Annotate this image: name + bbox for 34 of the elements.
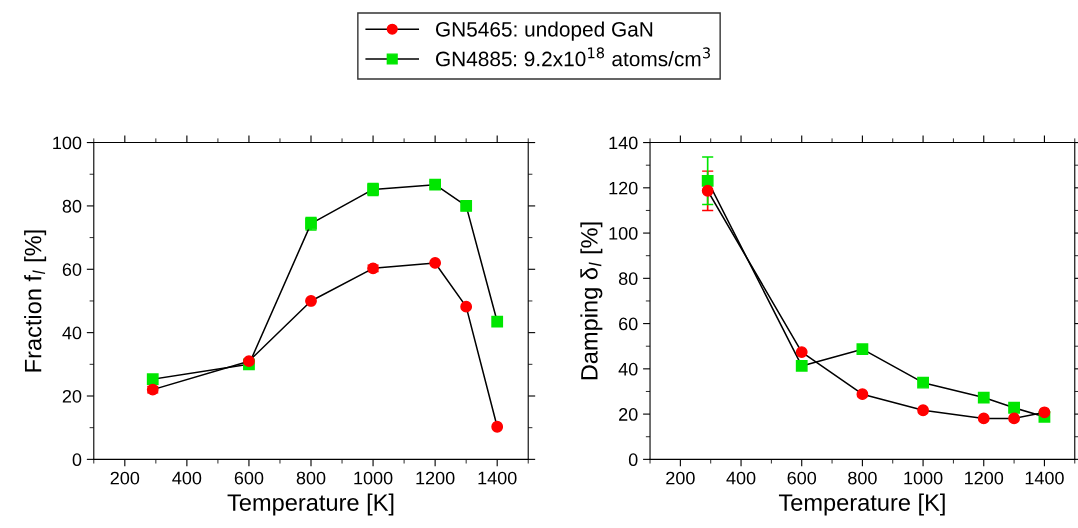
y-tick-label: 140 — [609, 136, 638, 150]
x-tick-label: 400 — [726, 471, 756, 485]
x-tick-label: 1200 — [965, 471, 1004, 485]
x-tick-label: 1000 — [354, 471, 393, 485]
x-tick-label: 1400 — [1025, 471, 1064, 485]
y-tick-label: 120 — [609, 181, 638, 195]
y-tick-label: 80 — [62, 199, 82, 213]
x-tick-label: 1200 — [416, 471, 455, 485]
y-tick-label: 60 — [619, 317, 638, 331]
x-tick-label: 200 — [110, 471, 140, 485]
y-tick-label: 80 — [618, 272, 638, 286]
legend-label: GN5465: undoped GaN — [435, 21, 653, 41]
legend-label: GN4885: 9.2x10$^{18}$ atoms/cm$^{3}$ — [435, 47, 711, 67]
x-tick-label: 400 — [172, 471, 202, 485]
x-tick-label: 1400 — [478, 471, 517, 485]
y-tick-label: 0 — [72, 453, 82, 467]
x-tick-label: 200 — [666, 471, 695, 485]
y-tick-label: 40 — [618, 362, 638, 376]
y-tick-label: 60 — [62, 263, 82, 276]
y-tick-label: 20 — [619, 408, 638, 421]
x-tick-label: 800 — [848, 471, 877, 485]
y-axis-title: Fraction f$_{l}$ [%] — [24, 230, 47, 372]
y-tick-label: 100 — [53, 136, 82, 150]
y-tick-label: 0 — [628, 453, 638, 467]
x-tick-label: 600 — [234, 471, 264, 485]
y-tick-label: 20 — [62, 389, 82, 403]
x-axis-title: Temperature [K] — [227, 493, 394, 516]
x-tick-label: 1000 — [904, 471, 943, 485]
x-tick-label: 800 — [296, 471, 326, 485]
y-tick-label: 100 — [609, 227, 638, 240]
y-axis-title: Damping δ$_{l}$ [%] — [580, 222, 603, 380]
x-axis-title: Temperature [K] — [778, 493, 945, 516]
x-tick-label: 600 — [787, 471, 817, 485]
y-tick-label: 40 — [62, 326, 82, 340]
